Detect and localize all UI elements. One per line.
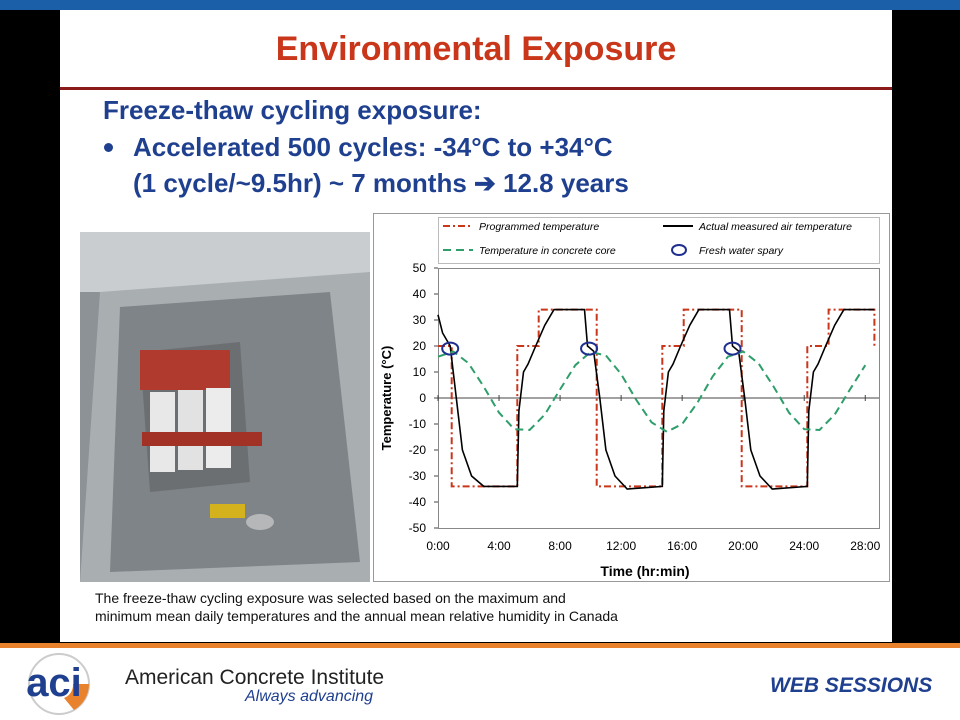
legend-label: Actual measured air temperature [698,221,852,233]
x-tick-label: 24:00 [789,539,819,553]
series-line [438,308,876,488]
legend-label: Fresh water spary [699,245,784,257]
bullet-dot [104,143,113,152]
series-line [437,350,867,433]
legend-label: Programmed temperature [479,221,599,233]
logo-text: aci [26,661,82,705]
chart: Time (hr:min) Temperature (°C) -50 -40 -30… [373,213,890,582]
x-axis-title: Time (hr:min) [600,563,689,579]
y-tick-label: -20 [409,443,427,457]
y-tick-label: 30 [413,313,427,327]
y-tick-label: -50 [409,521,427,535]
title-rule [60,87,892,90]
x-tick-label: 20:00 [728,539,758,553]
org-name: American Concrete Institute [125,666,385,689]
web-sessions: WEB SESSIONS [770,674,933,697]
y-tick-label: -40 [409,495,427,509]
footer [0,648,960,720]
y-tick-label: 20 [413,339,427,353]
y-tick-label: 10 [413,365,427,379]
y-tick-label: 0 [419,391,426,405]
slide-title: Environmental Exposure [275,30,677,68]
x-tick-label: 8:00 [548,539,572,553]
spray-marker [580,341,599,356]
series-line [437,308,875,490]
tagline: Always advancing [245,688,374,705]
x-tick-label: 16:00 [667,539,697,553]
x-tick-label: 4:00 [487,539,511,553]
y-axis-title: Temperature (°C) [379,346,394,451]
legend-marker [671,244,687,256]
spray-marker [723,341,742,356]
caption: minimum mean daily temperatures and the … [95,608,618,624]
x-tick-label: 28:00 [850,539,880,553]
caption: The freeze-thaw cycling exposure was sel… [95,590,566,606]
x-tick-label: 12:00 [606,539,636,553]
logo: aci [26,653,90,715]
y-tick-label: 50 [413,261,427,275]
y-tick-label: 40 [413,287,427,301]
footer-rule [0,643,960,648]
bullet-text: Accelerated 500 cycles: -34°C to +34°C [133,132,613,162]
y-tick-label: -10 [409,417,427,431]
legend-label: Temperature in concrete core [479,245,616,257]
bullet-text: (1 cycle/~9.5hr) ~ 7 months ➔ 12.8 years [133,168,629,198]
photo [80,232,370,582]
y-tick-label: -30 [409,469,427,483]
top-bar [0,0,960,10]
legend-box [438,217,880,264]
heading: Freeze-thaw cycling exposure: [103,95,482,125]
spray-marker [441,341,460,356]
x-tick-label: 0:00 [426,539,450,553]
